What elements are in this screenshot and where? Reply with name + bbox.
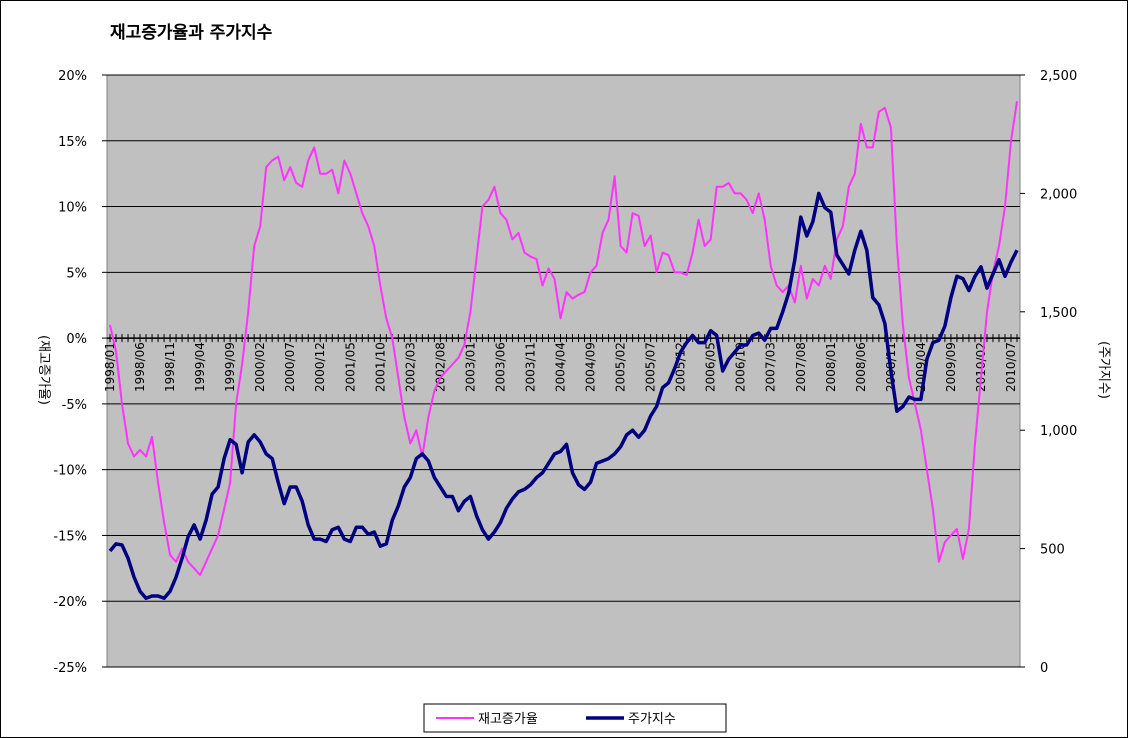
x-tick-label: 2003/01 <box>463 342 477 392</box>
x-tick-label: 1999/04 <box>193 342 207 392</box>
x-tick-label: 2002/08 <box>433 342 447 392</box>
x-tick-label: 2003/06 <box>493 342 507 392</box>
x-tick-label: 2007/08 <box>794 342 808 392</box>
series-line <box>109 101 1018 576</box>
y2-tick-label: 1,000 <box>1040 424 1077 439</box>
x-tick-label: 2000/07 <box>283 342 297 392</box>
x-tick-label: 2001/10 <box>373 342 387 392</box>
legend-label: 재고증가율 <box>478 712 538 727</box>
x-tick-label: 2010/07 <box>1004 342 1018 392</box>
x-tick-label: 1998/11 <box>163 342 177 392</box>
x-tick-label: 2008/06 <box>854 342 868 392</box>
x-tick-label: 1999/09 <box>223 342 237 392</box>
y-tick-label: 0% <box>66 332 87 347</box>
x-tick-label: 2001/05 <box>343 342 357 392</box>
x-tick-label: 2005/07 <box>644 342 658 392</box>
x-tick-label: 2000/12 <box>313 342 327 392</box>
x-tick-label: 2000/02 <box>253 342 267 392</box>
y-tick-label: 5% <box>66 266 87 281</box>
x-tick-label: 1998/06 <box>133 342 147 392</box>
y2-axis-title: (주가지수) <box>1096 341 1111 399</box>
x-tick-label: 2004/04 <box>553 342 567 392</box>
y-tick-label: 10% <box>58 201 87 216</box>
legend-label: 주가지수 <box>628 712 676 727</box>
x-tick-label: 2004/09 <box>584 342 598 392</box>
y-tick-label: -5% <box>62 398 87 413</box>
x-tick-label: 2003/11 <box>523 342 537 392</box>
legend: 재고증가율 주가지수 <box>423 703 727 733</box>
y2-tick-label: 1,500 <box>1040 306 1077 321</box>
y2-tick-label: 500 <box>1040 543 1065 558</box>
x-tick-label: 2008/01 <box>824 342 838 392</box>
x-tick-label: 1998/01 <box>103 342 117 392</box>
x-tick-label: 2007/03 <box>764 342 778 392</box>
legend-box <box>423 703 727 733</box>
y-tick-label: -25% <box>53 661 87 676</box>
y-tick-label: 15% <box>58 135 87 150</box>
y2-tick-label: 0 <box>1040 661 1048 676</box>
plot-area <box>106 74 1021 668</box>
y-tick-label: -15% <box>53 529 87 544</box>
y-tick-label: -10% <box>53 464 87 479</box>
x-tick-label: 2009/09 <box>944 342 958 392</box>
chart-title: 재고증가율과 주가지수 <box>110 23 273 43</box>
y-tick-label: -20% <box>53 595 87 610</box>
x-tick-label: 2005/12 <box>674 342 688 392</box>
x-tick-label: 2005/02 <box>614 342 628 392</box>
y2-tick-label: 2,000 <box>1040 187 1077 202</box>
y2-tick-label: 2,500 <box>1040 69 1077 84</box>
y-tick-label: 20% <box>58 69 87 84</box>
series-line <box>108 191 1019 601</box>
x-tick-label: 2006/05 <box>704 342 718 392</box>
x-tick-label: 2006/10 <box>734 342 748 392</box>
x-tick-label: 2002/03 <box>403 342 417 392</box>
y-axis-title: (재고증가율) <box>36 335 51 405</box>
